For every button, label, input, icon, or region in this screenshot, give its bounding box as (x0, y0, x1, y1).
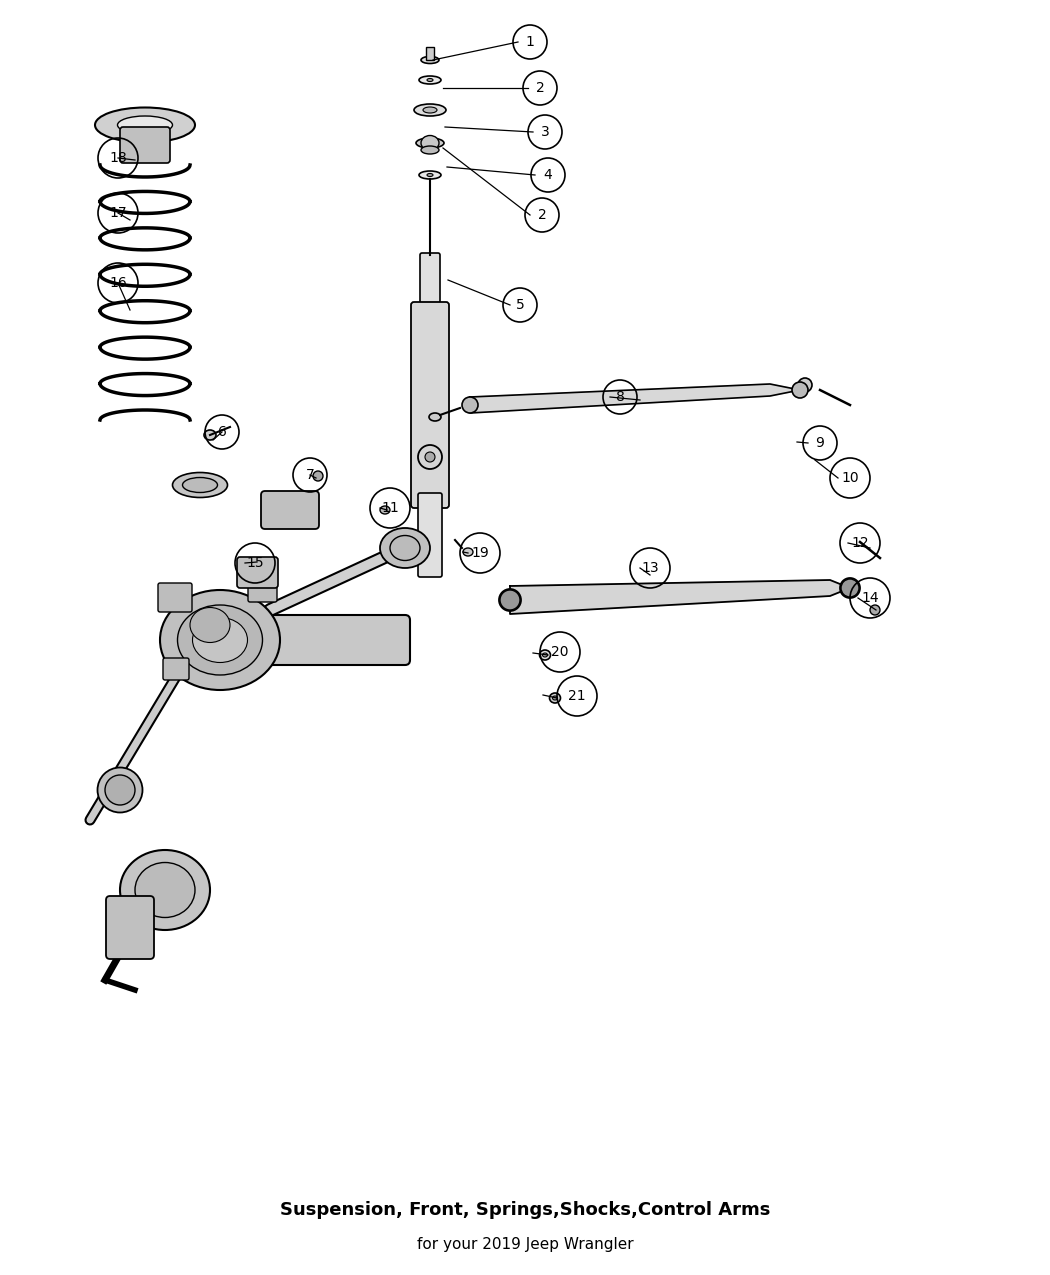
Ellipse shape (204, 430, 216, 440)
Ellipse shape (177, 606, 262, 674)
Ellipse shape (549, 694, 561, 703)
Text: 2: 2 (536, 82, 544, 96)
Ellipse shape (105, 775, 135, 805)
Text: 8: 8 (615, 390, 625, 404)
Circle shape (425, 453, 435, 462)
Circle shape (500, 590, 520, 609)
FancyBboxPatch shape (237, 557, 278, 588)
Text: 2: 2 (538, 208, 546, 222)
Text: Suspension, Front, Springs,Shocks,Control Arms: Suspension, Front, Springs,Shocks,Contro… (279, 1201, 771, 1219)
Ellipse shape (427, 173, 433, 176)
Text: 20: 20 (551, 645, 569, 659)
Ellipse shape (160, 590, 280, 690)
Ellipse shape (429, 413, 441, 421)
Ellipse shape (427, 79, 433, 82)
FancyBboxPatch shape (120, 128, 170, 163)
Ellipse shape (462, 397, 478, 413)
Ellipse shape (552, 696, 558, 700)
Ellipse shape (380, 506, 390, 514)
Text: 5: 5 (516, 298, 524, 312)
Text: 9: 9 (816, 436, 824, 450)
FancyBboxPatch shape (106, 896, 154, 959)
Ellipse shape (172, 473, 228, 497)
Ellipse shape (192, 617, 248, 663)
Circle shape (870, 606, 880, 615)
FancyBboxPatch shape (418, 493, 442, 578)
Text: 21: 21 (568, 688, 586, 703)
Ellipse shape (118, 116, 172, 134)
Ellipse shape (390, 536, 420, 561)
Ellipse shape (463, 548, 472, 556)
Ellipse shape (421, 135, 439, 150)
Text: 13: 13 (642, 561, 658, 575)
Text: 16: 16 (109, 275, 127, 289)
Ellipse shape (183, 478, 217, 492)
Ellipse shape (798, 377, 812, 391)
Ellipse shape (421, 147, 439, 154)
Polygon shape (510, 580, 850, 615)
Text: 12: 12 (852, 536, 868, 550)
Ellipse shape (190, 607, 230, 643)
Ellipse shape (414, 105, 446, 116)
Text: 17: 17 (109, 207, 127, 221)
FancyBboxPatch shape (158, 583, 192, 612)
FancyBboxPatch shape (261, 491, 319, 529)
FancyBboxPatch shape (420, 252, 440, 317)
Ellipse shape (416, 138, 444, 148)
Text: 15: 15 (246, 556, 264, 570)
Ellipse shape (421, 56, 439, 64)
Ellipse shape (540, 650, 550, 660)
Text: 18: 18 (109, 150, 127, 164)
Bar (426, 47, 434, 60)
Ellipse shape (380, 528, 430, 567)
Text: 1: 1 (526, 34, 534, 48)
Text: 6: 6 (217, 425, 227, 439)
Circle shape (313, 470, 323, 481)
FancyBboxPatch shape (411, 302, 449, 507)
Ellipse shape (135, 862, 195, 918)
Ellipse shape (94, 107, 195, 143)
Ellipse shape (419, 76, 441, 84)
Ellipse shape (120, 850, 210, 929)
Ellipse shape (98, 768, 143, 812)
FancyBboxPatch shape (200, 615, 410, 666)
Text: 4: 4 (544, 168, 552, 182)
Ellipse shape (499, 589, 521, 611)
Text: for your 2019 Jeep Wrangler: for your 2019 Jeep Wrangler (417, 1238, 633, 1252)
FancyBboxPatch shape (163, 658, 189, 680)
Text: 7: 7 (306, 468, 314, 482)
Circle shape (418, 445, 442, 469)
Ellipse shape (792, 382, 809, 398)
Polygon shape (470, 384, 800, 413)
Ellipse shape (543, 653, 547, 657)
Ellipse shape (419, 171, 441, 179)
Text: 14: 14 (861, 592, 879, 606)
FancyBboxPatch shape (248, 578, 277, 602)
Circle shape (841, 579, 859, 597)
Ellipse shape (840, 578, 860, 598)
Text: 19: 19 (471, 546, 489, 560)
Text: 11: 11 (381, 501, 399, 515)
Text: 3: 3 (541, 125, 549, 139)
Text: 10: 10 (841, 470, 859, 484)
Ellipse shape (423, 107, 437, 113)
